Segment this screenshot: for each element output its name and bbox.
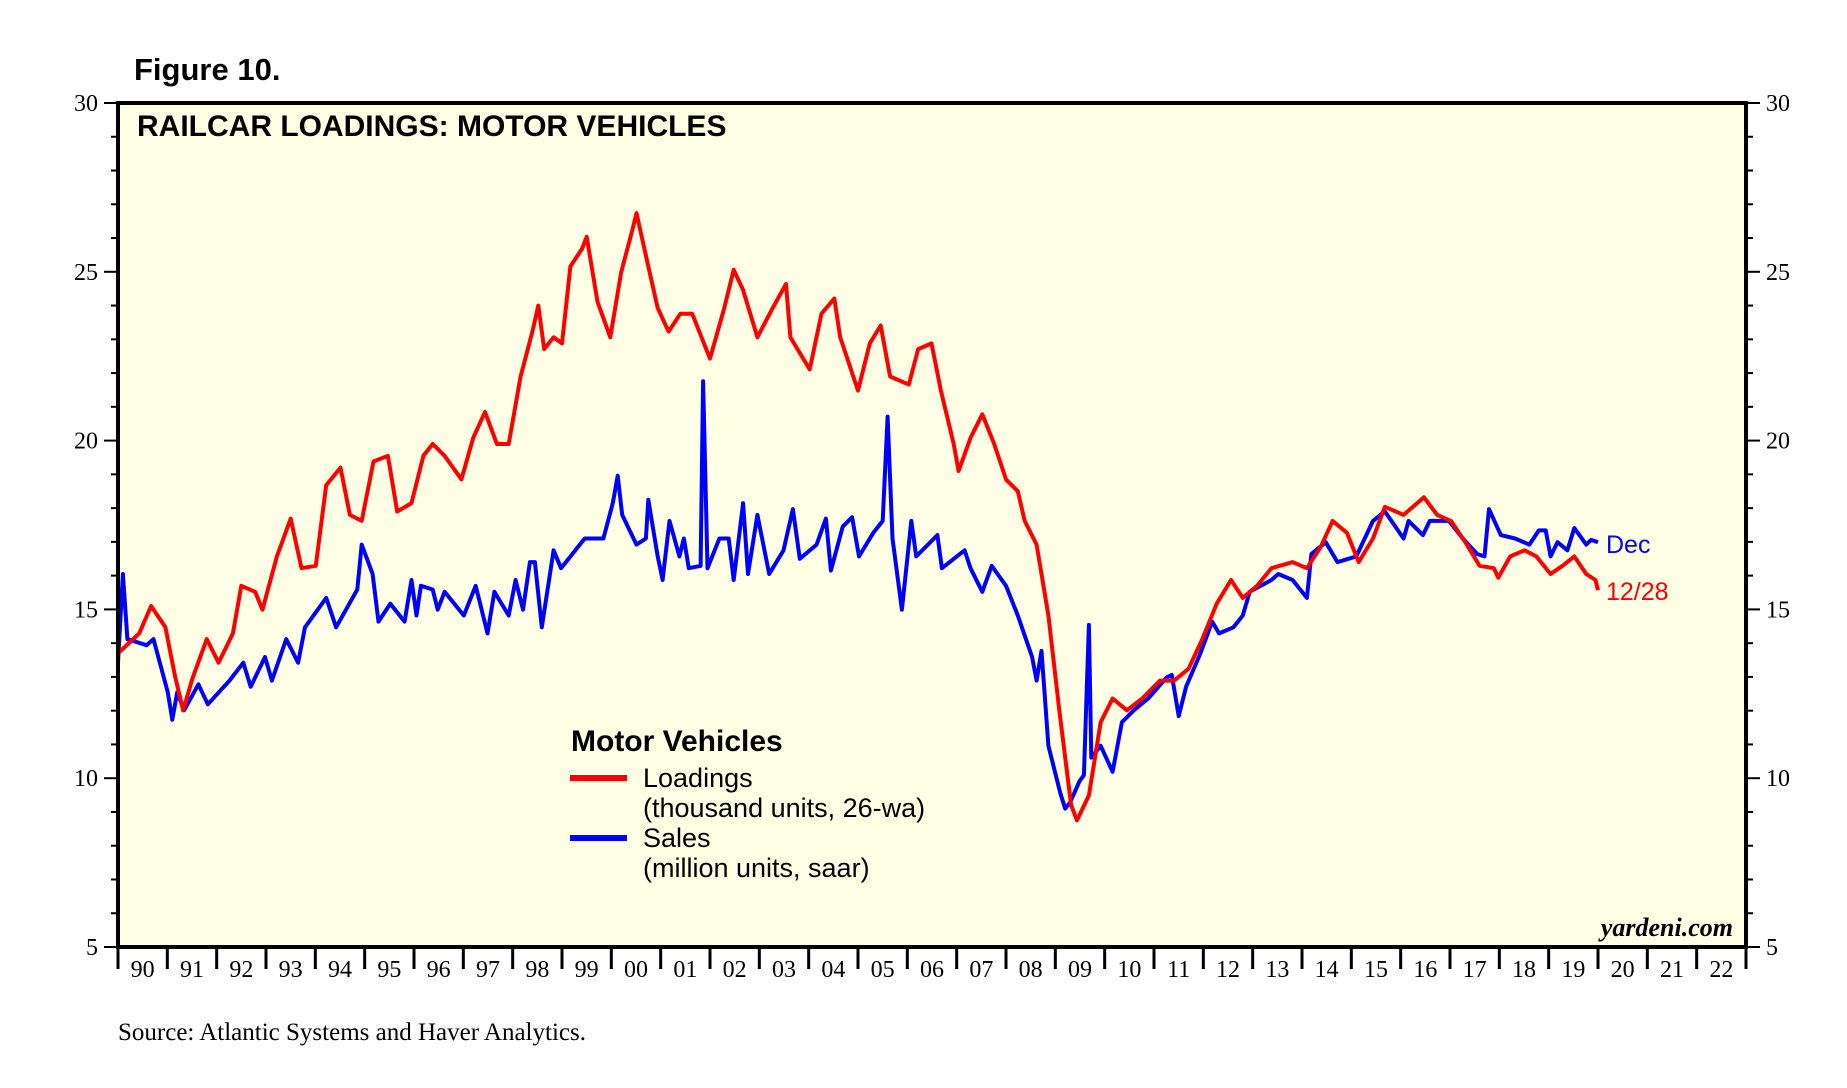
- x-tick-label: 21: [1660, 957, 1684, 983]
- x-tick-label: 15: [1364, 957, 1388, 983]
- annotation-loadings-end: 12/28: [1606, 578, 1669, 606]
- x-tick-label: 12: [1216, 957, 1240, 983]
- x-tick-label: 10: [1117, 957, 1141, 983]
- watermark-yardeni: yardeni.com: [1598, 913, 1733, 942]
- x-tick-label: 98: [525, 957, 549, 983]
- x-tick-label: 96: [427, 957, 451, 983]
- x-tick-label: 11: [1167, 957, 1190, 983]
- x-tick-label: 06: [920, 957, 944, 983]
- y-tick-label-right: 5: [1766, 935, 1778, 961]
- y-tick-label-left: 30: [74, 91, 98, 117]
- y-tick-label-right: 20: [1766, 429, 1790, 455]
- x-tick-label: 07: [969, 957, 993, 983]
- legend-label-sales: Sales: [643, 823, 711, 853]
- x-tick-label: 03: [772, 957, 796, 983]
- x-tick-label: 01: [673, 957, 697, 983]
- plot-area: [118, 103, 1746, 947]
- y-tick-label-right: 15: [1766, 597, 1790, 623]
- x-tick-label: 20: [1611, 957, 1635, 983]
- y-tick-label-left: 15: [74, 597, 98, 623]
- legend-sublabel-sales: (million units, saar): [643, 853, 870, 883]
- x-tick-label: 22: [1709, 957, 1733, 983]
- annotation-sales-end: Dec: [1606, 531, 1650, 559]
- y-tick-label-right: 30: [1766, 91, 1790, 117]
- x-tick-label: 99: [575, 957, 599, 983]
- legend-title: Motor Vehicles: [571, 725, 783, 758]
- series-line-sales: [116, 379, 1599, 811]
- x-tick-label: 16: [1413, 957, 1437, 983]
- x-tick-label: 90: [131, 957, 155, 983]
- y-tick-label-right: 10: [1766, 766, 1790, 792]
- x-tick-label: 14: [1315, 957, 1339, 983]
- x-tick-label: 05: [871, 957, 895, 983]
- y-tick-label-left: 5: [86, 935, 98, 961]
- x-tick-label: 13: [1265, 957, 1289, 983]
- y-tick-label-left: 20: [74, 429, 98, 455]
- x-tick-label: 04: [821, 957, 845, 983]
- legend-label-loadings: Loadings: [643, 763, 753, 793]
- series-line-loadings: [116, 211, 1600, 823]
- x-tick-label: 97: [476, 957, 500, 983]
- y-tick-label-left: 10: [74, 766, 98, 792]
- y-tick-label-right: 25: [1766, 260, 1790, 286]
- x-tick-label: 18: [1512, 957, 1536, 983]
- axis-ticks: 5 5 10 10 15 15 20 20 25 25 30 30 90 91 92 93 94 95 96 97 98…: [74, 91, 1790, 983]
- x-tick-label: 91: [180, 957, 204, 983]
- x-tick-label: 94: [328, 957, 352, 983]
- legend-sublabel-loadings: (thousand units, 26-wa): [643, 793, 925, 823]
- x-tick-label: 19: [1561, 957, 1585, 983]
- x-tick-label: 09: [1068, 957, 1092, 983]
- chart-title: RAILCAR LOADINGS: MOTOR VEHICLES: [137, 110, 726, 143]
- x-tick-label: 93: [279, 957, 303, 983]
- x-tick-label: 95: [377, 957, 401, 983]
- source-note: Source: Atlantic Systems and Haver Analy…: [118, 1019, 586, 1046]
- x-tick-label: 00: [624, 957, 648, 983]
- legend: Motor Vehicles Loadings (thousand units,…: [570, 725, 925, 883]
- x-tick-label: 02: [723, 957, 747, 983]
- y-tick-label-left: 25: [74, 260, 98, 286]
- figure-label: Figure 10.: [134, 52, 280, 87]
- plot-frame: [116, 101, 1748, 949]
- series-lines: [116, 211, 1600, 823]
- x-tick-label: 08: [1019, 957, 1043, 983]
- x-tick-label: 17: [1463, 957, 1487, 983]
- x-tick-label: 92: [229, 957, 253, 983]
